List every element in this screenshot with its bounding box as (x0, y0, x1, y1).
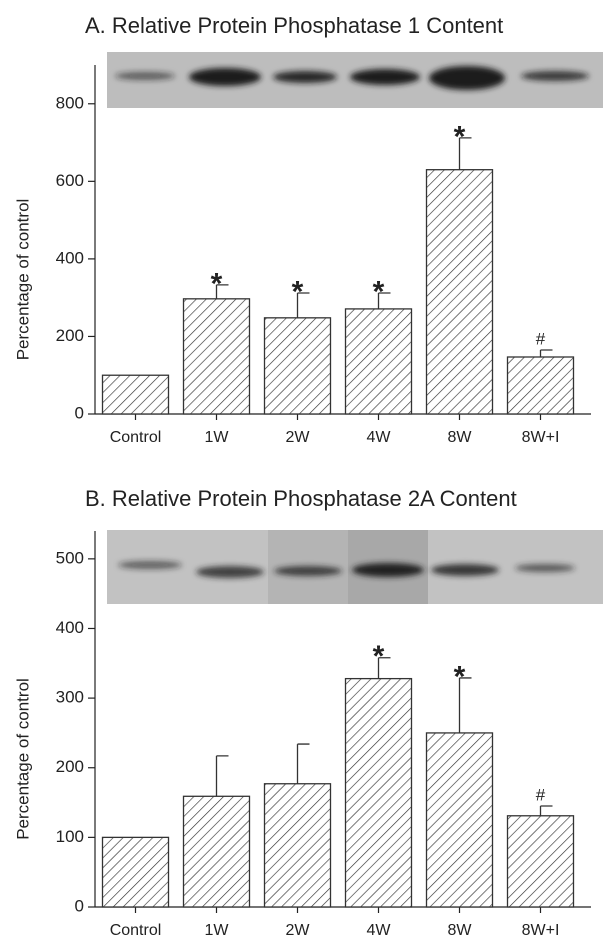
x-tick-label: 8W+I (522, 429, 560, 446)
error-bar (298, 744, 310, 784)
figure: A. Relative Protein Phosphatase 1 Conten… (0, 0, 612, 938)
error-bar (541, 806, 553, 816)
significance-marker: * (454, 120, 466, 153)
significance-marker: # (536, 786, 546, 805)
y-tick-label: 600 (56, 171, 84, 190)
y-axis-label: Percentage of control (13, 678, 32, 840)
x-tick-label: 8W (448, 429, 473, 446)
x-tick-label: 2W (286, 922, 311, 938)
bar (184, 796, 250, 907)
y-tick-label: 400 (56, 248, 84, 267)
bar (184, 299, 250, 414)
bar (346, 309, 412, 414)
x-tick-label: 8W+I (522, 922, 560, 938)
x-tick-label: 1W (205, 429, 230, 446)
significance-marker: * (211, 267, 223, 300)
x-tick-label: 2W (286, 429, 311, 446)
x-tick-label: Control (110, 429, 162, 446)
y-tick-label: 0 (75, 403, 84, 422)
significance-marker: * (454, 660, 466, 693)
y-tick-label: 100 (56, 827, 84, 846)
y-axis-label: Percentage of control (13, 199, 32, 361)
x-tick-label: 8W (448, 922, 473, 938)
bar (508, 357, 574, 414)
y-tick-label: 300 (56, 688, 84, 707)
error-bar (541, 350, 553, 357)
y-tick-label: 0 (75, 896, 84, 915)
bar (265, 784, 331, 907)
y-tick-label: 200 (56, 326, 84, 345)
blot-image (107, 52, 603, 108)
x-tick-label: 4W (367, 429, 392, 446)
y-tick-label: 500 (56, 548, 84, 567)
x-tick-label: Control (110, 922, 162, 938)
blot-image (107, 530, 603, 604)
significance-marker: * (373, 275, 385, 308)
bar (346, 679, 412, 907)
bar (103, 375, 169, 414)
y-tick-label: 800 (56, 93, 84, 112)
significance-marker: * (373, 640, 385, 673)
significance-marker: # (536, 330, 546, 349)
bar (508, 816, 574, 907)
x-tick-label: 4W (367, 922, 392, 938)
chart-title: A. Relative Protein Phosphatase 1 Conten… (85, 13, 503, 38)
significance-marker: * (292, 275, 304, 308)
y-tick-label: 200 (56, 757, 84, 776)
chart-title: B. Relative Protein Phosphatase 2A Conte… (85, 486, 517, 511)
bar (427, 170, 493, 414)
y-tick-label: 400 (56, 618, 84, 637)
x-tick-label: 1W (205, 922, 230, 938)
bar (265, 318, 331, 414)
bar (103, 837, 169, 907)
bar (427, 733, 493, 907)
error-bar (217, 756, 229, 796)
